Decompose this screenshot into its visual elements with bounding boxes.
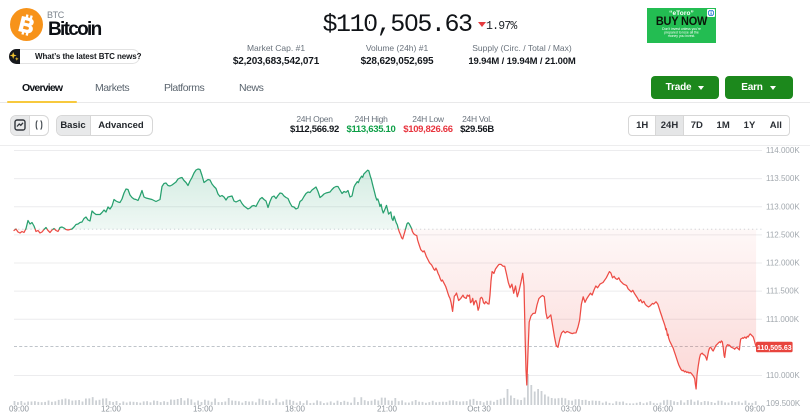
- svg-text:03:00: 03:00: [561, 405, 582, 414]
- svg-text:109.500K: 109.500K: [766, 399, 801, 408]
- svg-text:111.500K: 111.500K: [766, 287, 800, 296]
- svg-text:09:00: 09:00: [9, 405, 30, 414]
- svg-text:113.000K: 113.000K: [766, 202, 800, 211]
- svg-text:12:00: 12:00: [101, 405, 122, 414]
- svg-text:113.500K: 113.500K: [766, 174, 800, 183]
- svg-text:112.000K: 112.000K: [766, 259, 800, 268]
- svg-text:114.000K: 114.000K: [766, 146, 800, 155]
- svg-text:18:00: 18:00: [285, 405, 306, 414]
- svg-text:15:00: 15:00: [193, 405, 214, 414]
- svg-text:21:00: 21:00: [377, 405, 398, 414]
- svg-text:110.000K: 110.000K: [766, 371, 800, 380]
- svg-text:09:00: 09:00: [745, 405, 766, 414]
- svg-text:110,505.63: 110,505.63: [757, 345, 792, 352]
- svg-text:06:00: 06:00: [653, 405, 674, 414]
- svg-text:112.500K: 112.500K: [766, 231, 800, 240]
- svg-text:Oct 30: Oct 30: [467, 405, 491, 414]
- svg-text:111.000K: 111.000K: [766, 315, 800, 324]
